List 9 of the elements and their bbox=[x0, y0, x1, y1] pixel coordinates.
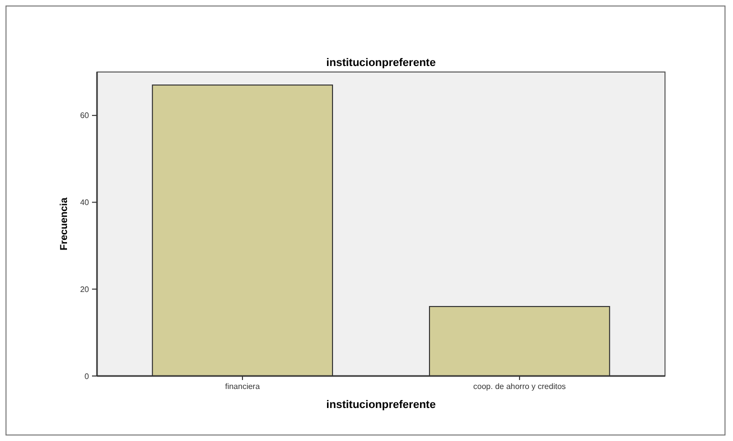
y-tick-label: 60 bbox=[80, 111, 90, 120]
x-tick-label: financiera bbox=[225, 382, 260, 391]
y-axis-title: Frecuencia bbox=[59, 197, 70, 250]
y-tick-label: 20 bbox=[80, 284, 90, 294]
y-tick-label: 40 bbox=[80, 198, 90, 208]
y-tick-label: 0 bbox=[84, 372, 90, 381]
chart-title: institucionpreferente bbox=[326, 57, 436, 69]
x-tick-label: coop. de ahorro y creditos bbox=[473, 382, 566, 391]
x-axis-title: institucionpreferente bbox=[326, 399, 436, 411]
